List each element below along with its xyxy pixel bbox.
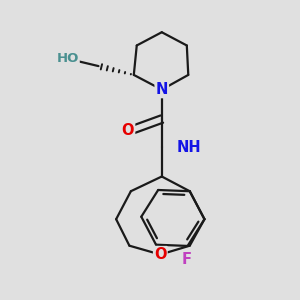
Text: N: N	[156, 82, 168, 97]
Text: F: F	[181, 252, 191, 267]
Text: HO: HO	[56, 52, 79, 65]
Text: O: O	[154, 247, 167, 262]
Text: O: O	[122, 123, 134, 138]
Text: NH: NH	[176, 140, 201, 154]
